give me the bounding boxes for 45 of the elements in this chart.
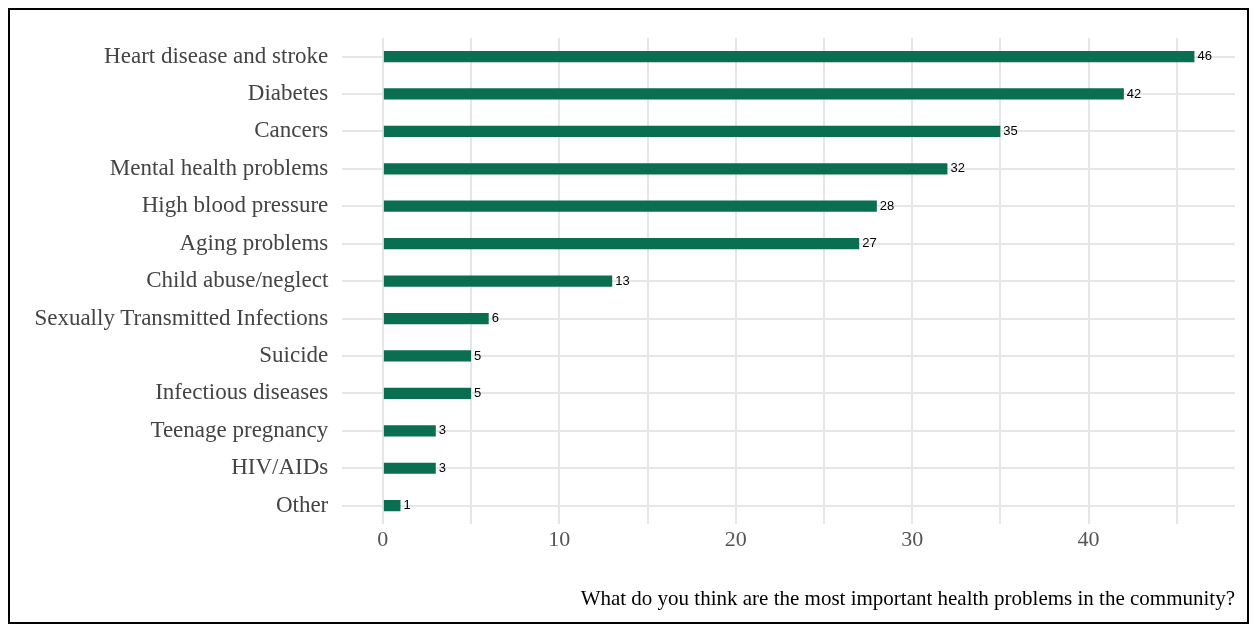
- y-tick-label: Teenage pregnancy: [150, 416, 329, 442]
- y-tick-label: Cancers: [254, 117, 329, 143]
- x-tick-label: 0: [377, 526, 389, 552]
- data-label: 13: [615, 272, 630, 288]
- data-label: 3: [438, 422, 447, 438]
- bar: [383, 163, 948, 175]
- data-label: 5: [474, 347, 482, 363]
- y-tick-label: HIV/AIDs: [231, 454, 329, 480]
- x-tick-label: 20: [724, 526, 747, 552]
- data-label: 35: [1003, 122, 1018, 138]
- y-tick-label: Sexually Transmitted Infections: [34, 304, 329, 330]
- y-tick-label: Child abuse/neglect: [146, 267, 329, 293]
- y-tick-label: Aging problems: [179, 229, 329, 255]
- x-tick-label: 30: [901, 526, 924, 552]
- y-tick-label: Suicide: [259, 342, 329, 368]
- y-tick-label: Diabetes: [247, 79, 329, 105]
- bar: [383, 125, 1001, 137]
- data-label: 6: [491, 310, 499, 326]
- bar: [383, 238, 860, 250]
- data-label: 5: [474, 384, 482, 400]
- y-tick-label: High blood pressure: [141, 192, 329, 218]
- data-label: 42: [1126, 85, 1142, 101]
- y-tick-label: Infectious diseases: [155, 379, 329, 405]
- bar: [383, 500, 401, 512]
- bar: [383, 350, 472, 362]
- data-label: 27: [862, 235, 877, 251]
- data-label: 1: [403, 497, 411, 513]
- bar: [383, 462, 436, 474]
- x-axis-title: What do you think are the most important health problems in the community?: [580, 585, 1235, 610]
- bar: [383, 312, 489, 325]
- x-tick-label: 10: [548, 526, 571, 552]
- bar: [383, 200, 877, 212]
- x-tick-label: 40: [1077, 526, 1100, 552]
- bar: [383, 50, 1195, 63]
- bar: [383, 275, 613, 287]
- bar: [383, 387, 472, 400]
- data-label: 28: [879, 197, 895, 213]
- y-tick-label: Mental health problems: [109, 154, 329, 180]
- bar: [383, 88, 1124, 100]
- bar: [383, 425, 436, 437]
- data-label: 46: [1197, 48, 1212, 64]
- y-tick-label: Other: [275, 491, 329, 517]
- data-label: 32: [950, 160, 965, 176]
- data-label: 3: [438, 459, 447, 475]
- y-tick-label: Heart disease and stroke: [104, 42, 329, 68]
